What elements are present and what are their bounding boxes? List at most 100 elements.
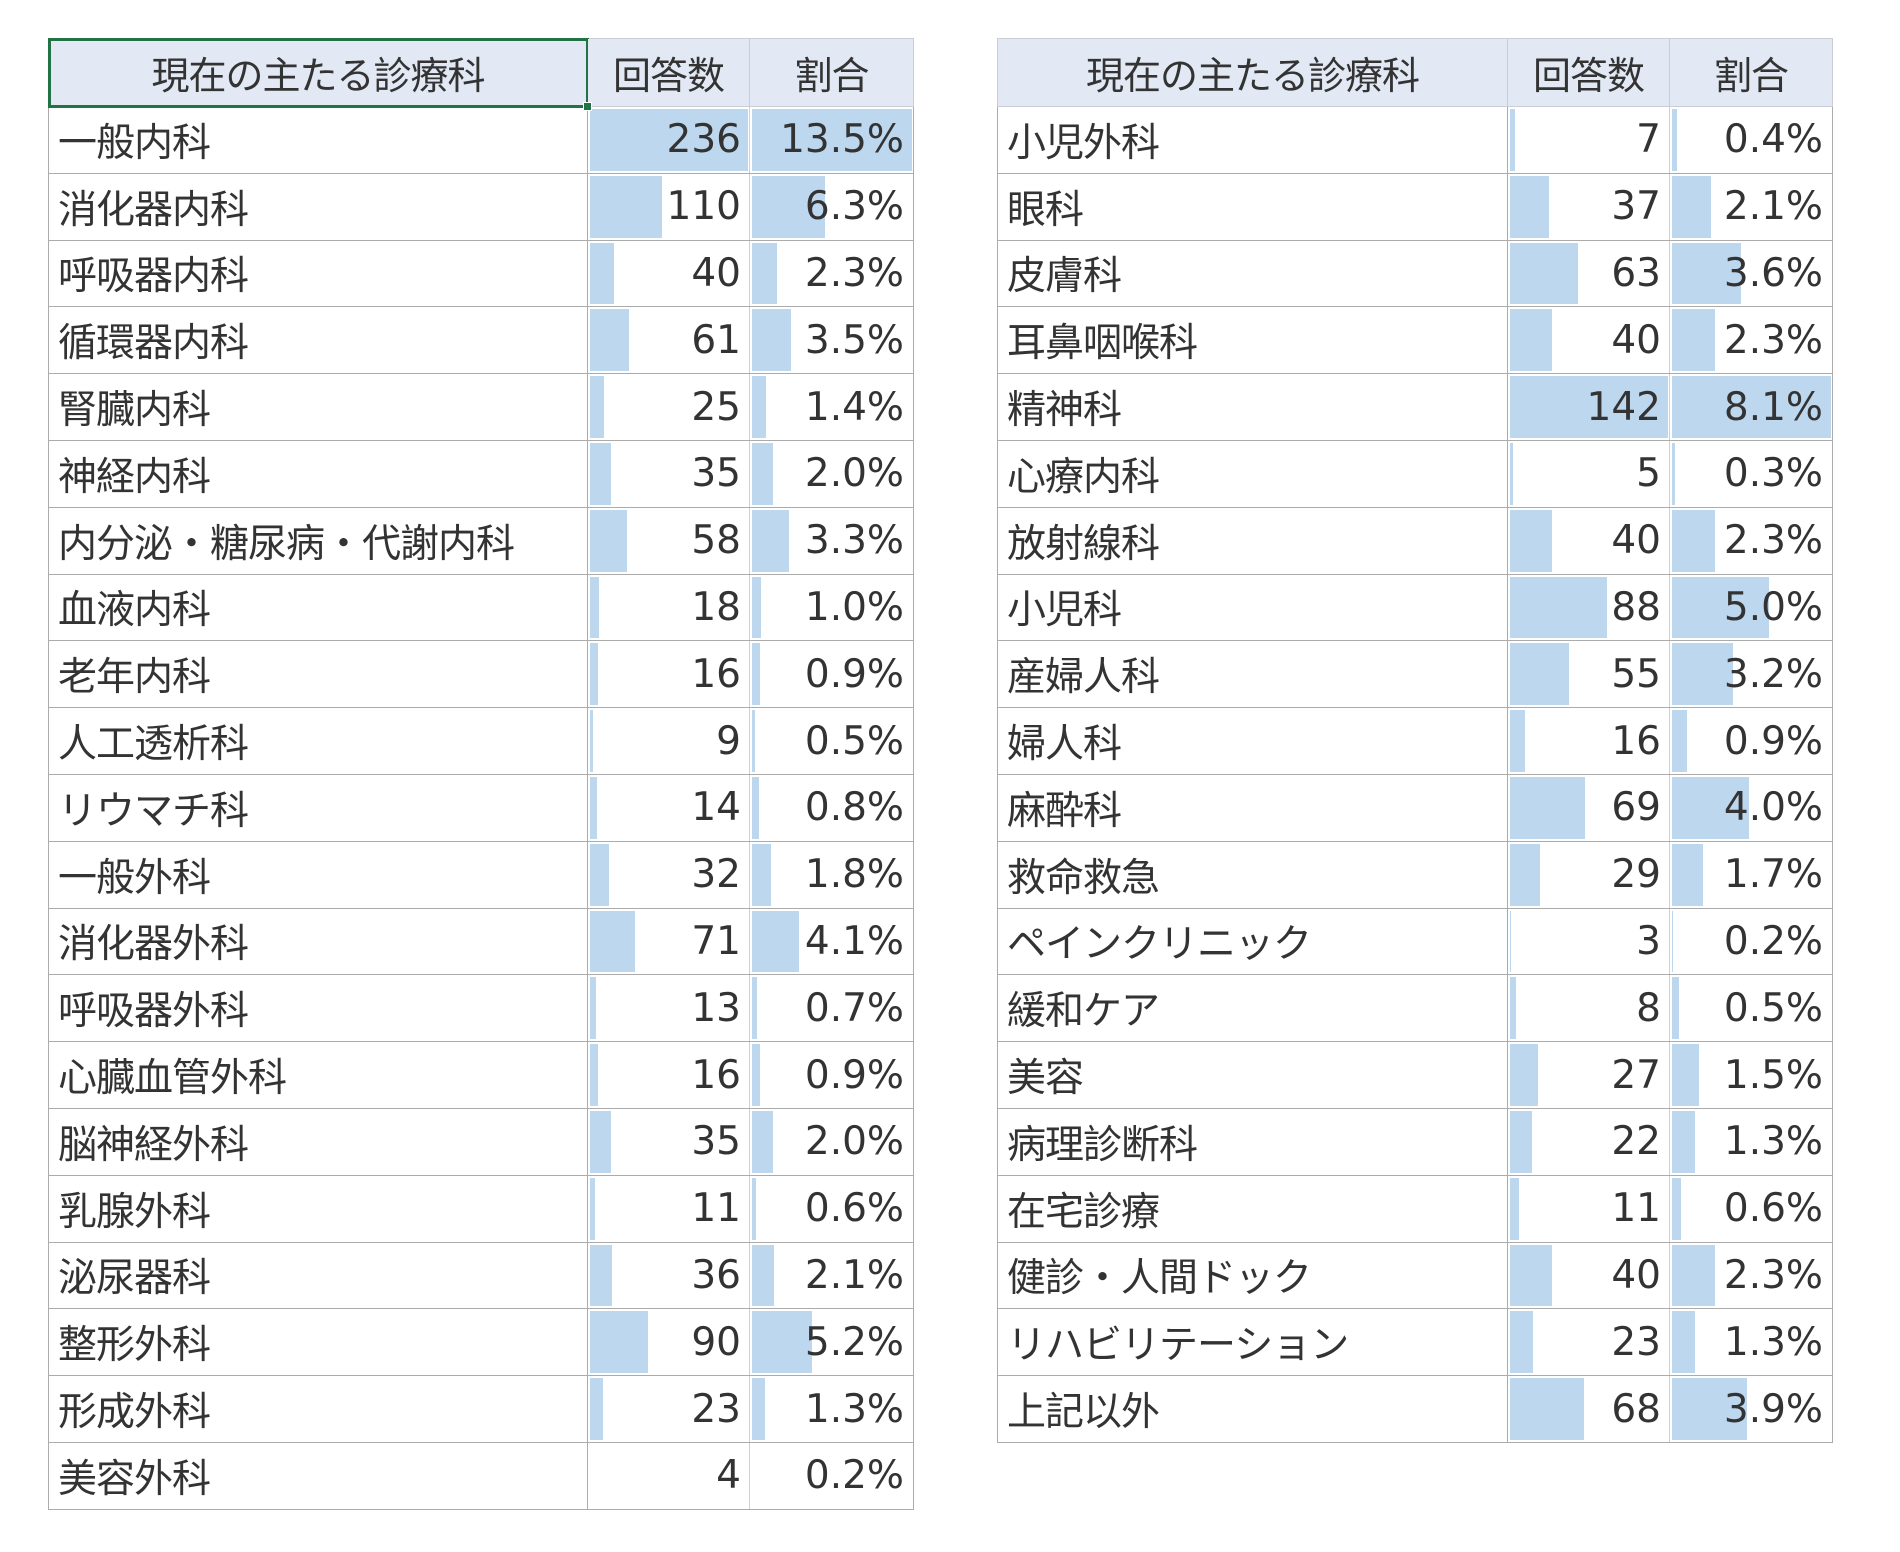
header-department-cell[interactable]: 現在の主たる診療科 xyxy=(47,37,592,111)
fill-handle[interactable] xyxy=(583,102,592,111)
header-responses-cell[interactable]: 回答数 xyxy=(1507,38,1670,107)
count-cell[interactable]: 27 xyxy=(1507,1041,1670,1109)
count-cell[interactable]: 55 xyxy=(1507,640,1670,709)
count-cell[interactable]: 9 xyxy=(587,707,750,775)
ratio-cell[interactable]: 3.5% xyxy=(749,306,914,375)
department-cell[interactable]: 人工透析科 xyxy=(48,707,588,775)
department-cell[interactable]: 婦人科 xyxy=(997,707,1508,775)
count-cell[interactable]: 142 xyxy=(1507,373,1670,441)
ratio-cell[interactable]: 0.8% xyxy=(749,773,914,842)
department-cell[interactable]: リハビリテーション xyxy=(997,1308,1508,1377)
ratio-cell[interactable]: 1.3% xyxy=(1669,1308,1833,1377)
count-cell[interactable]: 16 xyxy=(587,1041,750,1109)
count-cell[interactable]: 236 xyxy=(587,106,750,174)
department-cell[interactable]: 小児外科 xyxy=(997,106,1508,174)
department-cell[interactable]: 心療内科 xyxy=(997,439,1508,508)
ratio-cell[interactable]: 4.0% xyxy=(1669,773,1833,842)
department-cell[interactable]: 在宅診療 xyxy=(997,1174,1508,1243)
count-cell[interactable]: 35 xyxy=(587,439,750,508)
department-cell[interactable]: 産婦人科 xyxy=(997,640,1508,709)
department-cell[interactable]: 老年内科 xyxy=(48,640,588,709)
count-cell[interactable]: 40 xyxy=(1507,1241,1670,1310)
count-cell[interactable]: 68 xyxy=(1507,1375,1670,1443)
ratio-cell[interactable]: 0.6% xyxy=(1669,1174,1833,1243)
department-cell[interactable]: 消化器内科 xyxy=(48,172,588,241)
count-cell[interactable]: 5 xyxy=(1507,439,1670,508)
ratio-cell[interactable]: 2.3% xyxy=(1669,306,1833,375)
department-cell[interactable]: 美容外科 xyxy=(48,1441,588,1510)
department-cell[interactable]: 泌尿器科 xyxy=(48,1241,588,1310)
department-cell[interactable]: 緩和ケア xyxy=(997,974,1508,1043)
ratio-cell[interactable]: 4.1% xyxy=(749,907,914,976)
count-cell[interactable]: 8 xyxy=(1507,974,1670,1043)
ratio-cell[interactable]: 1.3% xyxy=(1669,1107,1833,1176)
department-cell[interactable]: 神経内科 xyxy=(48,439,588,508)
ratio-cell[interactable]: 2.0% xyxy=(749,439,914,508)
count-cell[interactable]: 4 xyxy=(587,1441,750,1510)
count-cell[interactable]: 18 xyxy=(587,573,750,642)
ratio-cell[interactable]: 5.0% xyxy=(1669,573,1833,642)
ratio-cell[interactable]: 2.1% xyxy=(749,1241,914,1310)
count-cell[interactable]: 22 xyxy=(1507,1107,1670,1176)
ratio-cell[interactable]: 0.7% xyxy=(749,974,914,1043)
ratio-cell[interactable]: 1.3% xyxy=(749,1375,914,1443)
ratio-cell[interactable]: 0.6% xyxy=(749,1174,914,1243)
count-cell[interactable]: 23 xyxy=(1507,1308,1670,1377)
ratio-cell[interactable]: 1.5% xyxy=(1669,1041,1833,1109)
count-cell[interactable]: 7 xyxy=(1507,106,1670,174)
ratio-cell[interactable]: 1.7% xyxy=(1669,840,1833,909)
department-cell[interactable]: 一般内科 xyxy=(48,106,588,174)
count-cell[interactable]: 69 xyxy=(1507,773,1670,842)
ratio-cell[interactable]: 0.2% xyxy=(749,1441,914,1510)
department-cell[interactable]: 救命救急 xyxy=(997,840,1508,909)
department-cell[interactable]: 小児科 xyxy=(997,573,1508,642)
count-cell[interactable]: 40 xyxy=(1507,506,1670,575)
ratio-cell[interactable]: 2.3% xyxy=(1669,506,1833,575)
ratio-cell[interactable]: 3.3% xyxy=(749,506,914,575)
department-cell[interactable]: 放射線科 xyxy=(997,506,1508,575)
department-cell[interactable]: 血液内科 xyxy=(48,573,588,642)
count-cell[interactable]: 16 xyxy=(587,640,750,709)
count-cell[interactable]: 40 xyxy=(587,239,750,308)
count-cell[interactable]: 63 xyxy=(1507,239,1670,308)
department-cell[interactable]: 心臓血管外科 xyxy=(48,1041,588,1109)
count-cell[interactable]: 90 xyxy=(587,1308,750,1377)
department-cell[interactable]: 一般外科 xyxy=(48,840,588,909)
ratio-cell[interactable]: 6.3% xyxy=(749,172,914,241)
department-cell[interactable]: 形成外科 xyxy=(48,1375,588,1443)
ratio-cell[interactable]: 8.1% xyxy=(1669,373,1833,441)
count-cell[interactable]: 110 xyxy=(587,172,750,241)
department-cell[interactable]: 麻酔科 xyxy=(997,773,1508,842)
department-cell[interactable]: 健診・人間ドック xyxy=(997,1241,1508,1310)
ratio-cell[interactable]: 1.8% xyxy=(749,840,914,909)
department-cell[interactable]: 病理診断科 xyxy=(997,1107,1508,1176)
department-cell[interactable]: 美容 xyxy=(997,1041,1508,1109)
ratio-cell[interactable]: 2.1% xyxy=(1669,172,1833,241)
count-cell[interactable]: 37 xyxy=(1507,172,1670,241)
ratio-cell[interactable]: 1.4% xyxy=(749,373,914,441)
department-cell[interactable]: 循環器内科 xyxy=(48,306,588,375)
ratio-cell[interactable]: 2.0% xyxy=(749,1107,914,1176)
header-responses-cell[interactable]: 回答数 xyxy=(587,38,750,107)
ratio-cell[interactable]: 0.9% xyxy=(749,1041,914,1109)
header-department-cell[interactable]: 現在の主たる診療科 xyxy=(997,38,1508,107)
ratio-cell[interactable]: 0.4% xyxy=(1669,106,1833,174)
count-cell[interactable]: 25 xyxy=(587,373,750,441)
department-cell[interactable]: 内分泌・糖尿病・代謝内科 xyxy=(48,506,588,575)
count-cell[interactable]: 88 xyxy=(1507,573,1670,642)
count-cell[interactable]: 16 xyxy=(1507,707,1670,775)
header-ratio-cell[interactable]: 割合 xyxy=(1669,38,1833,107)
count-cell[interactable]: 32 xyxy=(587,840,750,909)
ratio-cell[interactable]: 0.3% xyxy=(1669,439,1833,508)
department-cell[interactable]: 脳神経外科 xyxy=(48,1107,588,1176)
ratio-cell[interactable]: 0.9% xyxy=(1669,707,1833,775)
ratio-cell[interactable]: 5.2% xyxy=(749,1308,914,1377)
ratio-cell[interactable]: 0.5% xyxy=(1669,974,1833,1043)
count-cell[interactable]: 71 xyxy=(587,907,750,976)
count-cell[interactable]: 61 xyxy=(587,306,750,375)
count-cell[interactable]: 36 xyxy=(587,1241,750,1310)
department-cell[interactable]: 呼吸器外科 xyxy=(48,974,588,1043)
count-cell[interactable]: 23 xyxy=(587,1375,750,1443)
header-ratio-cell[interactable]: 割合 xyxy=(749,38,914,107)
department-cell[interactable]: 呼吸器内科 xyxy=(48,239,588,308)
